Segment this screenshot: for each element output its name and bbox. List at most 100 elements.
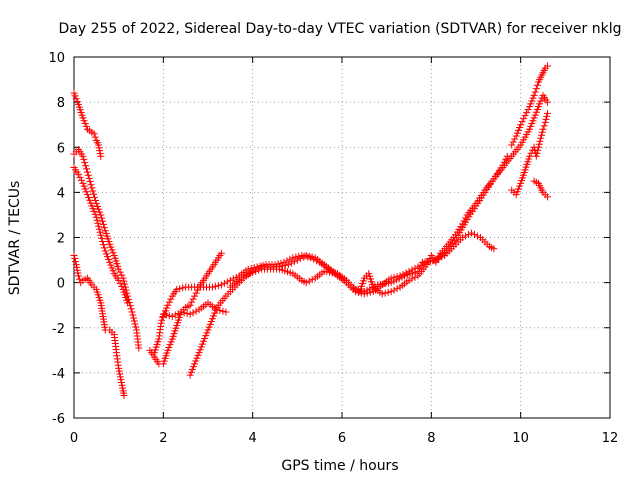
data-point (277, 259, 285, 267)
data-point (71, 255, 79, 263)
y-tick-label: 6 (57, 141, 65, 156)
data-point (177, 308, 185, 316)
data-point (100, 244, 108, 252)
data-point (90, 190, 98, 198)
data-point (97, 211, 105, 219)
data-point (158, 316, 166, 324)
data-point (132, 323, 140, 331)
data-point (128, 308, 136, 316)
data-point (164, 301, 172, 309)
data-point (71, 258, 79, 266)
series-arc-k (508, 109, 551, 199)
data-point (471, 230, 479, 238)
data-point (83, 168, 91, 176)
data-point (535, 140, 543, 148)
data-point (87, 181, 95, 189)
data-point (415, 264, 423, 272)
y-tick-label: 2 (57, 232, 65, 247)
data-point (518, 118, 526, 126)
data-point (532, 85, 540, 93)
data-point (286, 255, 294, 263)
data-point (186, 301, 194, 309)
data-point (526, 152, 534, 160)
data-point (390, 286, 398, 294)
x-tick-label: 6 (338, 431, 346, 446)
x-tick-label: 0 (70, 431, 78, 446)
data-point (116, 279, 124, 287)
data-point (84, 171, 92, 179)
data-point (535, 143, 543, 151)
data-point (159, 313, 167, 321)
y-tick-label: -2 (52, 322, 65, 337)
data-point (503, 152, 511, 160)
data-point (119, 274, 127, 282)
data-point (530, 91, 538, 99)
data-point (157, 319, 165, 327)
data-point (543, 109, 551, 117)
series-arc-g (159, 229, 498, 320)
data-point (79, 152, 87, 160)
data-point (280, 258, 288, 266)
data-point (83, 165, 91, 173)
data-point (393, 285, 401, 293)
data-point (473, 232, 481, 240)
data-point (88, 184, 96, 192)
data-point (543, 112, 551, 120)
chart-title: Day 255 of 2022, Sidereal Day-to-day VTE… (59, 21, 622, 37)
data-point (188, 298, 196, 306)
data-point (167, 295, 175, 303)
data-point (208, 283, 216, 291)
y-axis-label: SDTVAR / TECUs (7, 181, 23, 296)
data-point (70, 252, 78, 260)
data-point (81, 159, 89, 167)
data-point (468, 229, 476, 237)
data-point (302, 252, 310, 260)
data-point (289, 254, 297, 262)
data-point (116, 268, 124, 276)
data-point (217, 249, 225, 257)
data-point (287, 259, 295, 267)
data-point (115, 265, 123, 273)
y-tick-label: -6 (52, 412, 65, 427)
x-tick-label: 8 (427, 431, 435, 446)
data-point (95, 222, 103, 230)
data-point (120, 277, 128, 285)
data-point (95, 225, 103, 233)
data-point (98, 234, 106, 242)
x-tick-label: 10 (512, 431, 529, 446)
data-point (89, 187, 97, 195)
data-point (302, 279, 310, 287)
data-series (70, 62, 551, 399)
y-tick-label: 8 (57, 96, 65, 111)
data-point (249, 268, 257, 276)
data-point (80, 155, 88, 163)
data-point (174, 309, 182, 317)
data-point (176, 285, 184, 293)
data-point (542, 115, 550, 123)
data-point (97, 231, 105, 239)
data-point (351, 285, 359, 293)
data-point (284, 261, 292, 269)
data-point (168, 312, 176, 320)
data-point (226, 276, 234, 284)
data-point (247, 264, 255, 272)
data-point (259, 261, 267, 269)
data-point (293, 256, 301, 264)
data-point (490, 245, 498, 253)
series-arc-a (70, 89, 105, 160)
data-point (98, 214, 106, 222)
data-point (509, 138, 517, 146)
data-point (541, 118, 549, 126)
data-point (74, 272, 82, 280)
data-point (246, 270, 254, 278)
data-point (274, 260, 282, 268)
data-point (305, 277, 313, 285)
series-arc-d (70, 252, 128, 399)
data-point (357, 287, 365, 295)
data-point (186, 310, 194, 318)
data-point (120, 391, 128, 399)
data-point (532, 152, 540, 160)
data-point (433, 255, 441, 263)
